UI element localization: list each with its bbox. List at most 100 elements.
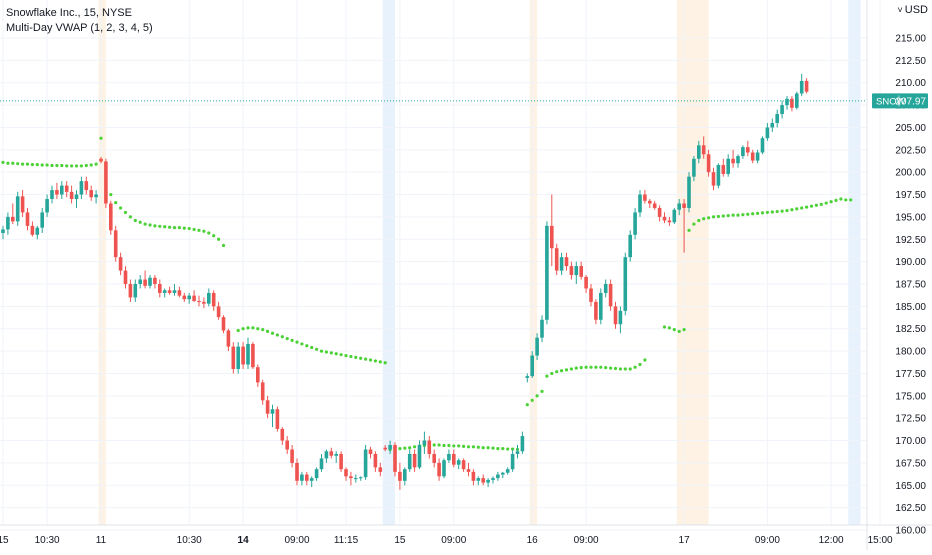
vwap-point xyxy=(35,162,39,167)
vwap-point xyxy=(50,163,54,168)
vwap-point xyxy=(633,365,637,369)
vwap-point xyxy=(109,192,113,197)
vwap-point xyxy=(770,210,774,214)
price-tick-label: 197.50 xyxy=(895,190,926,201)
chevron-down-icon: ˅ xyxy=(897,5,903,15)
vwap-point xyxy=(30,162,34,167)
last-price-badge-bg xyxy=(872,93,928,109)
time-tick-label: 16 xyxy=(527,535,539,546)
vwap-point xyxy=(589,365,593,369)
candle-body xyxy=(545,225,549,320)
candle-body xyxy=(60,185,64,195)
candle-body xyxy=(584,276,588,289)
candle-body xyxy=(697,145,701,159)
vwap-point xyxy=(368,358,373,362)
candle-body xyxy=(265,400,270,414)
vwap-point xyxy=(751,212,755,216)
last-price-value: 207.97 xyxy=(895,96,926,107)
candle-body xyxy=(623,257,628,311)
vwap-point xyxy=(471,445,475,449)
currency-selector[interactable]: ˅ USD xyxy=(898,4,929,16)
vwap-point xyxy=(119,206,123,210)
candle-body xyxy=(354,478,358,480)
candle-body xyxy=(89,190,93,198)
candle-body xyxy=(11,216,15,222)
vwap-point xyxy=(79,164,83,168)
vwap-point xyxy=(682,328,686,332)
candle-body xyxy=(687,176,691,208)
candle-body xyxy=(456,460,461,465)
vwap-point xyxy=(731,213,735,217)
candle-body xyxy=(143,279,147,286)
candle-body xyxy=(167,290,172,293)
vwap-point xyxy=(1,160,5,164)
price-axis[interactable]: 160.00 162.50 165.00 167.50 170.00 172.50 175.… xyxy=(866,0,926,550)
time-tick-label: 09:00 xyxy=(284,535,309,546)
vwap-point xyxy=(172,226,177,230)
time-tick-label: 10:30 xyxy=(177,535,202,546)
vwap-point xyxy=(672,328,676,332)
vwap-point xyxy=(364,357,368,361)
candle-body xyxy=(324,451,329,459)
candle-body xyxy=(501,472,505,475)
candle-body xyxy=(241,346,245,365)
vwap-point xyxy=(760,211,765,215)
candle-body xyxy=(476,478,481,481)
vwap-point xyxy=(785,209,789,213)
candle-body xyxy=(564,257,569,267)
vwap-point xyxy=(736,213,740,217)
time-tick-label: 17 xyxy=(679,535,691,546)
vwap-point xyxy=(70,164,74,168)
vwap-point xyxy=(158,224,162,228)
time-tick-label: 09:00 xyxy=(755,535,780,546)
session-band xyxy=(848,0,861,525)
vwap-point xyxy=(486,446,490,450)
time-axis[interactable]: 15 10:30 11 10:30 14 09:00 11:15 15 09:00 16 09:00… xyxy=(0,524,932,546)
candle-body xyxy=(260,382,265,401)
vwap-point xyxy=(217,237,221,241)
candle-body xyxy=(344,469,348,477)
vwap-point xyxy=(344,353,348,358)
vwap-point xyxy=(594,365,598,369)
vwap-point xyxy=(481,446,485,450)
time-tick-label: 15 xyxy=(394,535,406,546)
candle-body xyxy=(422,440,427,446)
candle-body xyxy=(505,469,510,473)
candle-body xyxy=(256,367,260,383)
candle-body xyxy=(118,257,123,271)
candle-body xyxy=(442,460,446,477)
candle-body xyxy=(452,453,456,465)
price-tick-label: 172.50 xyxy=(895,414,926,425)
candle-body xyxy=(657,207,662,217)
vwap-point xyxy=(256,327,260,331)
vwap-point xyxy=(702,217,706,221)
candle-body xyxy=(569,266,574,276)
candle-body xyxy=(373,453,378,468)
candle-body xyxy=(520,436,525,452)
currency-label: USD xyxy=(904,4,928,16)
time-tick-label: 12:00 xyxy=(819,535,844,546)
vwap-point xyxy=(40,163,44,167)
candle-body xyxy=(251,343,255,368)
candle-body xyxy=(211,292,216,307)
candle-body xyxy=(35,227,40,235)
candle-body xyxy=(123,270,128,284)
price-tick-label: 167.50 xyxy=(895,458,926,469)
candle-body xyxy=(221,317,226,331)
vwap-point xyxy=(824,201,828,205)
candle-body xyxy=(388,445,392,450)
candle-body xyxy=(770,122,775,128)
indicator-title[interactable]: Multi-Day VWAP (1, 2, 3, 4, 5) xyxy=(6,22,153,34)
candle-body xyxy=(216,306,221,318)
vwap-point xyxy=(221,243,226,248)
vwap-point xyxy=(84,163,88,168)
time-tick-label: 15 xyxy=(0,535,9,546)
candle-body xyxy=(55,190,59,195)
vwap-point xyxy=(560,369,564,373)
vwap-point xyxy=(383,361,387,365)
vwap-series xyxy=(1,136,853,452)
candle-body xyxy=(510,453,515,470)
candle-body xyxy=(804,80,809,92)
